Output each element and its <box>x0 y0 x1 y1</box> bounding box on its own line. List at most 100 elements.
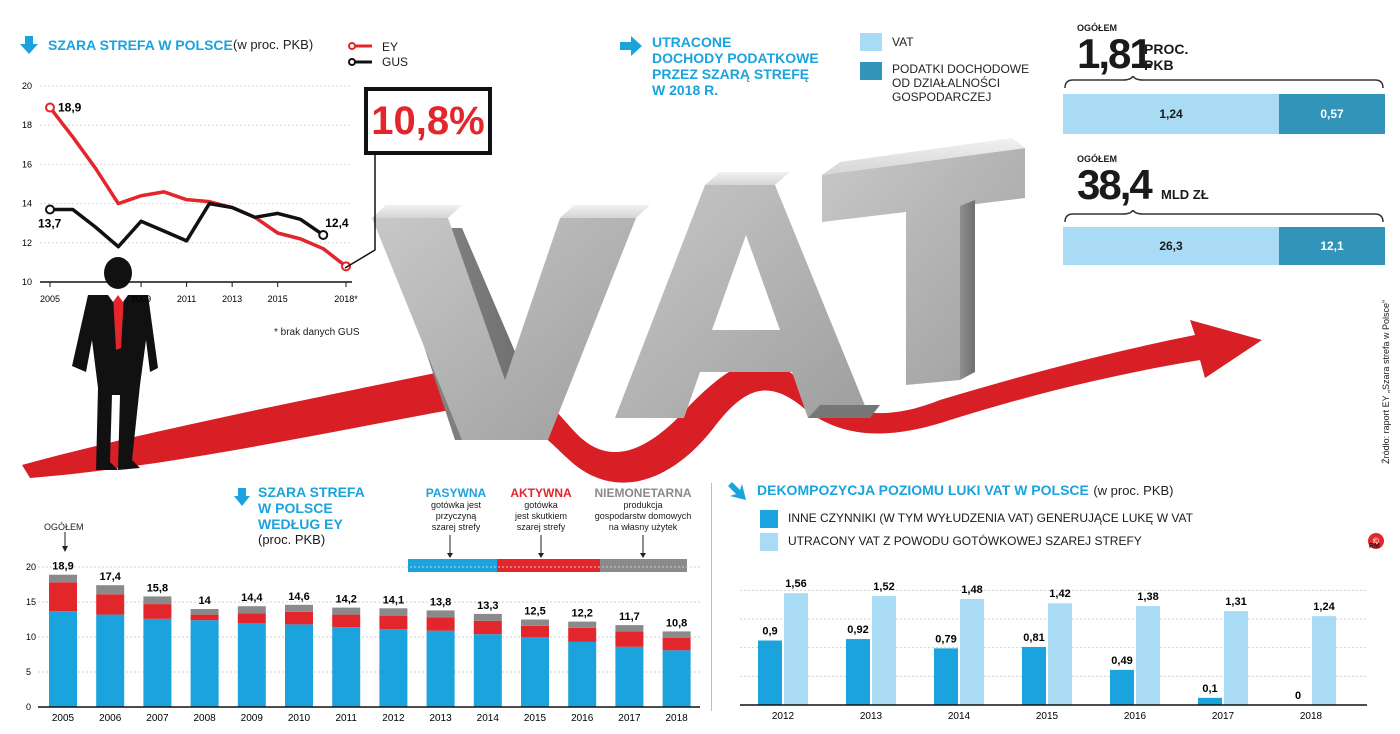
bar1-vat: 1,24 <box>1063 94 1279 134</box>
series-line-ey <box>48 106 348 268</box>
x-tick-label: 2014 <box>477 713 500 724</box>
cat-nonmon-desc: gospodarstw domowych <box>594 511 692 521</box>
vatgap-subtitle: (w proc. PKB) <box>1093 483 1174 498</box>
bar-segment-pasywna <box>426 630 455 707</box>
bar-segment-aktywna <box>568 627 597 642</box>
bar-segment-niemonetarna <box>190 609 219 615</box>
bar-other-label: 0,81 <box>1023 632 1044 644</box>
legend-lost-label: UTRACONY VAT Z POWODU GOTÓWKOWEJ SZAREJ … <box>788 534 1142 548</box>
cat-passive-desc: przyczyną <box>435 511 477 521</box>
author-initials: RM <box>1369 543 1380 550</box>
arrow-right-icon <box>620 36 642 56</box>
bar-segment-aktywna <box>379 616 408 630</box>
legend-pit-label: PODATKI DOCHODOWE OD DZIAŁALNOŚCI GOSPOD… <box>892 62 1029 104</box>
data-label: 18,9 <box>58 101 82 115</box>
bar-segment-pasywna <box>568 641 597 707</box>
y-tick-label: 10 <box>26 632 36 642</box>
x-tick-label: 2008 <box>193 713 216 724</box>
arrow-down-icon <box>234 488 250 506</box>
x-tick-label: 2013 <box>429 713 452 724</box>
data-label: 13,7 <box>38 216 62 230</box>
bar-segment-niemonetarna <box>285 604 313 612</box>
arrow-down-right-icon <box>728 482 746 500</box>
lost-income-title-line: DOCHODY PODATKOWE <box>652 50 819 66</box>
x-tick-label: 2016 <box>571 713 594 724</box>
y-tick-label: 10 <box>22 277 32 287</box>
bar-segment-niemonetarna <box>143 596 172 605</box>
bar-segment-pasywna <box>521 637 549 707</box>
y-tick-label: 20 <box>22 81 32 91</box>
data-label: 12,4 <box>325 216 349 230</box>
letter-a <box>615 172 880 418</box>
bar-segment-niemonetarna <box>521 619 549 626</box>
bar-lost-vat <box>1312 616 1336 705</box>
bar-total-label: 14,1 <box>383 594 404 606</box>
total1-value: 1,81 <box>1077 30 1153 77</box>
x-tick-label: 2012 <box>772 711 795 722</box>
cat-active-label: AKTYWNA <box>510 486 572 500</box>
bar-total-label: 13,8 <box>430 596 451 608</box>
bar-total-label: 17,4 <box>99 571 121 583</box>
legend-lost-swatch <box>760 533 778 551</box>
legend-vat-label: VAT <box>892 35 914 49</box>
legend-other-swatch <box>760 510 778 528</box>
bar-lost-label: 1,24 <box>1313 601 1335 613</box>
x-tick-label: 2013 <box>860 711 883 722</box>
bar-segment-aktywna <box>521 625 549 637</box>
x-tick-label: 2016 <box>1124 711 1147 722</box>
stacked-title-line: W POLSCE <box>258 500 333 516</box>
letter-v <box>372 205 650 440</box>
total1-unit-line: PKB <box>1144 57 1174 73</box>
cat-active-desc: gotówka <box>524 500 558 510</box>
bar-segment-niemonetarna <box>332 607 361 615</box>
x-tick-label: 2013 <box>222 294 242 304</box>
bar-segment-aktywna <box>615 631 644 647</box>
cat-passive-desc: szarej strefy <box>431 522 481 532</box>
legend-other-label: INNE CZYNNIKI (W TYM WYŁUDZENIA VAT) GEN… <box>788 511 1193 525</box>
bar-segment-aktywna <box>332 614 361 628</box>
cat-nonmon-desc: produkcja <box>623 500 663 510</box>
line-chart-title: SZARA STREFA W POLSCE <box>48 37 233 53</box>
bar-lost-vat <box>872 596 896 705</box>
y-tick-label: 18 <box>22 120 32 130</box>
total-label: OGÓŁEM <box>44 522 84 532</box>
bar-other-label: 0,49 <box>1111 655 1132 667</box>
copyright-badge: © <box>1368 533 1384 549</box>
bar-segment-aktywna <box>426 617 455 631</box>
x-tick-label: 2015 <box>524 713 547 724</box>
cat-passive-desc: gotówka jest <box>430 500 482 510</box>
bar-lost-label: 1,48 <box>961 584 982 596</box>
x-tick-label: 2011 <box>177 294 196 304</box>
x-tick-label: 2017 <box>618 713 641 724</box>
bar-segment-niemonetarna <box>568 621 597 628</box>
x-tick-label: 2007 <box>146 713 169 724</box>
bar-segment-aktywna <box>96 594 125 615</box>
bar-segment-pasywna <box>332 627 361 707</box>
line-chart-legend: EY GUS <box>348 40 428 70</box>
bar-lost-label: 1,56 <box>785 578 806 590</box>
stacked-bar-chart: 0 5 10 15 20 18,9 2005 17,4 2006 15,8 2007 14 2008 14… <box>26 561 700 724</box>
bar-segment-aktywna <box>237 613 266 623</box>
bar-other-label: 0,92 <box>847 624 868 636</box>
bar-segment-pasywna <box>473 634 502 707</box>
line-chart: 10 12 14 16 18 20 2005 2009 2011 2013 2015 2018* 18,… <box>22 81 358 304</box>
cat-active: AKTYWNA gotówka jest skutkiem szarej str… <box>496 486 586 533</box>
x-tick-label: 2015 <box>1036 711 1059 722</box>
x-tick-label: 2017 <box>1212 711 1235 722</box>
category-key-bar <box>408 535 687 572</box>
bar1-pit: 0,57 <box>1279 94 1385 134</box>
bar-segment-niemonetarna <box>379 608 408 616</box>
bar-segment-aktywna <box>190 614 219 621</box>
bar-lost-vat <box>784 593 808 705</box>
total1-unit-line: PROC. <box>1144 41 1189 57</box>
bar-segment-pasywna <box>237 623 266 707</box>
bar-other-factors <box>934 648 958 705</box>
bar-lost-label: 1,38 <box>1137 591 1158 603</box>
legend-vat-swatch <box>860 33 882 51</box>
bar-segment-aktywna <box>285 611 313 625</box>
vatgap-header: DEKOMPOZYCJA POZIOMU LUKI VAT W POLSCE (… <box>757 482 1174 500</box>
bar-total-label: 15,8 <box>147 582 168 594</box>
legend-pit-line: OD DZIAŁALNOŚCI <box>892 76 1001 90</box>
bar-other-factors <box>1022 646 1046 705</box>
